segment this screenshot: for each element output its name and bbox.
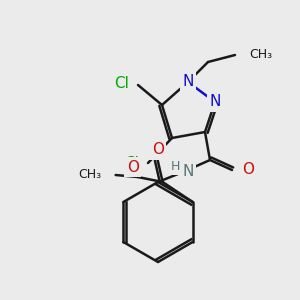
- Text: O: O: [127, 160, 139, 175]
- Text: H: H: [170, 160, 180, 173]
- Text: O: O: [242, 163, 254, 178]
- Text: O: O: [152, 142, 164, 158]
- Text: CH₃: CH₃: [249, 49, 272, 62]
- Text: N: N: [182, 164, 194, 179]
- Text: N: N: [182, 74, 194, 89]
- Text: CH₃: CH₃: [79, 169, 102, 182]
- Text: Cl: Cl: [124, 155, 139, 170]
- Text: N: N: [209, 94, 221, 110]
- Text: Cl: Cl: [114, 76, 129, 91]
